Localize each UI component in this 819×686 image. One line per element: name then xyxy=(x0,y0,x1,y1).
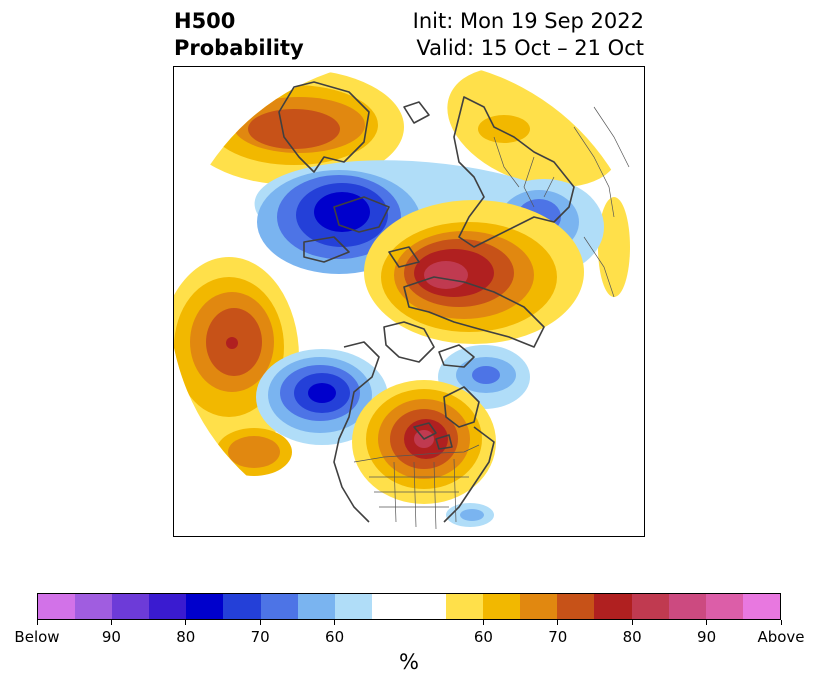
colorbar-segment xyxy=(38,594,76,619)
colorbar-segment xyxy=(149,594,187,619)
colorbar-tick-label: 60 xyxy=(473,628,493,646)
colorbar-segment xyxy=(297,594,335,619)
colorbar-segment xyxy=(557,594,595,619)
colorbar-segment xyxy=(631,594,669,619)
colorbar-tick xyxy=(631,620,633,625)
probability-contour xyxy=(424,261,468,289)
canada-arctic xyxy=(383,321,475,368)
title-product: Probability xyxy=(174,36,304,60)
colorbar-tick xyxy=(36,620,38,625)
alaska-coast xyxy=(333,341,380,523)
colorbar-segment xyxy=(371,594,409,619)
state-borders xyxy=(369,458,469,530)
probability-contour xyxy=(248,109,340,149)
probability-contour xyxy=(478,115,530,143)
colorbar-segment xyxy=(446,594,484,619)
above-region-eastern-us xyxy=(352,380,496,504)
colorbar-segment xyxy=(705,594,743,619)
colorbar-segment xyxy=(260,594,298,619)
colorbar-tick-label: 80 xyxy=(622,628,642,646)
colorbar-tick-label: 90 xyxy=(101,628,121,646)
us-canada-border xyxy=(353,444,480,463)
siberia-coast xyxy=(403,276,545,348)
colorbar-segment xyxy=(742,594,780,619)
anomaly-layer xyxy=(174,67,630,527)
valid-range: Valid: 15 Oct – 21 Oct xyxy=(416,36,644,60)
probability-contour xyxy=(314,192,370,232)
init-date: Init: Mon 19 Sep 2022 xyxy=(412,9,644,33)
hudson-bay xyxy=(443,386,480,428)
colorbar-segment xyxy=(408,594,447,619)
above-region-central xyxy=(364,200,584,344)
probability-contour xyxy=(460,509,484,521)
probability-contour xyxy=(226,337,238,349)
colorbar xyxy=(37,593,781,620)
colorbar-tick-label: 80 xyxy=(176,628,196,646)
colorbar-segment xyxy=(75,594,113,619)
probability-map xyxy=(173,66,645,537)
probability-contour xyxy=(308,383,336,403)
colorbar-segment xyxy=(186,594,224,619)
probability-contour xyxy=(598,197,630,297)
colorbar-segment xyxy=(112,594,150,619)
colorbar-segment xyxy=(483,594,521,619)
colorbar-tick-label: 90 xyxy=(697,628,717,646)
colorbar-tick xyxy=(557,620,559,625)
arctic-islands xyxy=(303,196,420,268)
colorbar-tick xyxy=(482,620,484,625)
colorbar-segment xyxy=(223,594,261,619)
great-lakes xyxy=(413,422,453,450)
colorbar-tick xyxy=(110,620,112,625)
map-dates: Init: Mon 19 Sep 2022 Valid: 15 Oct – 21… xyxy=(413,8,644,62)
europe-coast xyxy=(453,96,575,248)
colorbar-tick-label: Above xyxy=(757,628,805,646)
map-canvas xyxy=(174,67,630,530)
colorbar-tick xyxy=(185,620,187,625)
title-variable: H500 xyxy=(174,9,236,33)
greenland-coast xyxy=(278,81,370,173)
east-coast-na xyxy=(443,426,495,523)
probability-contour xyxy=(228,436,280,468)
below-region-southeast xyxy=(446,503,494,527)
colorbar-tick xyxy=(780,620,782,625)
colorbar-tick-label: 60 xyxy=(325,628,345,646)
europe-borders xyxy=(493,106,630,298)
colorbar-tick xyxy=(334,620,336,625)
colorbar-segment xyxy=(520,594,558,619)
colorbar-segment xyxy=(594,594,632,619)
iceland-coast xyxy=(403,101,430,124)
colorbar-segment xyxy=(668,594,706,619)
coastline-layer xyxy=(278,81,575,523)
below-region-pacific xyxy=(256,349,388,445)
colorbar-tick-label: 70 xyxy=(250,628,270,646)
colorbar-tick xyxy=(706,620,708,625)
colorbar-tick-label: 70 xyxy=(548,628,568,646)
probability-contour xyxy=(472,366,500,384)
colorbar-segment xyxy=(334,594,372,619)
border-layer xyxy=(353,106,630,530)
colorbar-tick xyxy=(259,620,261,625)
colorbar-tick-label: Below xyxy=(14,628,60,646)
colorbar-unit: % xyxy=(399,650,419,674)
map-title: H500 Probability xyxy=(174,8,304,62)
